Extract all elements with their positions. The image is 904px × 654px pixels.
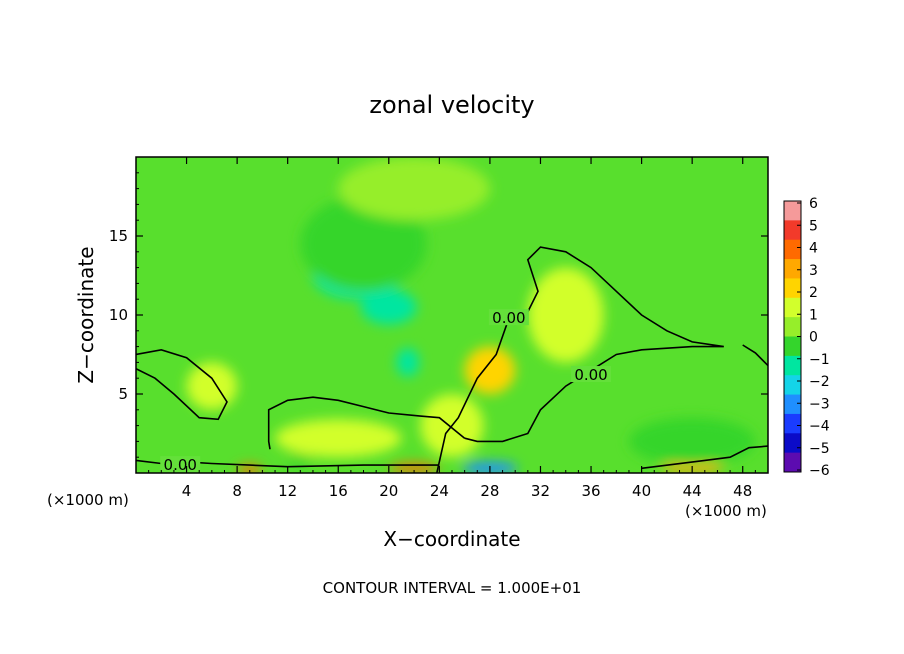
- colorbar-tick-label: 5: [809, 218, 818, 234]
- x-tick-label: 12: [278, 482, 297, 500]
- x-tick-label: 16: [329, 482, 348, 500]
- contour-label-0: 0.00: [492, 309, 525, 327]
- colorbar-tick-label: 0: [809, 330, 818, 346]
- x-tick-label: 36: [581, 482, 600, 500]
- contour-label-bg-0: [488, 309, 529, 326]
- field-blob-5: [464, 346, 516, 394]
- x-axis: 4 8 12 16 20 24 28 32 36 40 44 48: [148, 157, 756, 500]
- y-tick-label: 5: [118, 385, 128, 403]
- colorbar-tick-label: 3: [809, 263, 818, 279]
- colorbar-swatch: [784, 413, 801, 434]
- contour-label-bg-2: [160, 456, 201, 473]
- colorbar-tick-label: −2: [809, 374, 830, 390]
- field-blob-15: [186, 362, 238, 410]
- plot-area: 0.00 0.00 0.00: [135, 156, 769, 474]
- colorbar-swatch: [784, 355, 801, 376]
- x-tick-label: 4: [182, 482, 192, 500]
- contour-line-1: [267, 396, 466, 450]
- x-tick-label: 48: [733, 482, 752, 500]
- x-unit-left: (×1000 m): [47, 491, 129, 509]
- field-blob-2: [396, 348, 420, 377]
- x-tick-label: 24: [430, 482, 449, 500]
- colorbar-swatch: [784, 201, 801, 221]
- contour-label-2: 0.00: [164, 456, 197, 474]
- contour-line-5: [742, 344, 768, 367]
- colorbar-swatch: [784, 220, 801, 241]
- field-blob-14: [287, 454, 313, 467]
- field-blob-3: [300, 196, 427, 292]
- contour-line-3: [136, 348, 228, 421]
- colorbar: 6 5 4 3 2 1 0 −1 −2 −3 −4 −5 −6: [783, 196, 830, 479]
- x-tick-label: 40: [632, 482, 651, 500]
- contour-line-4: [641, 445, 768, 470]
- x-tick-label: 44: [683, 482, 702, 500]
- y-axis-label: Z−coordinate: [74, 246, 98, 383]
- colorbar-swatch: [784, 394, 801, 415]
- contour-line-0: [436, 246, 724, 473]
- colorbar-swatch: [784, 297, 801, 318]
- colorbar-swatch: [784, 375, 801, 396]
- field-blob-0: [360, 289, 417, 325]
- contour-interval-note: CONTOUR INTERVAL = 1.000E+01: [323, 579, 582, 597]
- x-tick-label: 8: [232, 482, 242, 500]
- y-tick-label: 15: [109, 227, 128, 245]
- colorbar-swatch: [784, 239, 801, 260]
- colorbar-swatch: [784, 336, 801, 357]
- x-tick-label: 20: [379, 482, 398, 500]
- x-tick-label: 32: [531, 482, 550, 500]
- x-tick-label: 28: [480, 482, 499, 500]
- colorbar-swatch: [784, 278, 801, 299]
- colorbar-swatch: [784, 317, 801, 337]
- y-tick-label: 10: [109, 306, 128, 324]
- colorbar-tick-label: 4: [809, 241, 818, 257]
- field-blob-13: [628, 417, 756, 466]
- colorbar-tick-label: −1: [809, 352, 830, 368]
- field-blob-6: [527, 267, 604, 363]
- colorbar-tick-label: 6: [809, 196, 818, 212]
- colorbar-swatch: [784, 452, 801, 473]
- colorbar-swatch: [784, 433, 801, 454]
- colorbar-tick-label: −3: [809, 396, 830, 412]
- field-blob-7: [275, 419, 402, 458]
- colorbar-tick-label: −4: [809, 419, 830, 435]
- x-axis-label: X−coordinate: [383, 527, 520, 551]
- x-unit-right: (×1000 m): [685, 502, 767, 520]
- contour-label-bg-1: [571, 366, 612, 383]
- colorbar-tick-label: −6: [809, 463, 830, 479]
- contour-label-1: 0.00: [574, 366, 607, 384]
- colorbar-tick-label: −5: [809, 441, 830, 457]
- y-axis: 5 10 15: [109, 172, 768, 458]
- colorbar-swatch: [784, 259, 801, 279]
- colorbar-tick-label: 2: [809, 285, 818, 301]
- colorbar-tick-label: 1: [809, 307, 818, 323]
- field-blob-4: [338, 157, 490, 221]
- chart-title: zonal velocity: [369, 91, 534, 119]
- field-blob-9: [237, 465, 263, 473]
